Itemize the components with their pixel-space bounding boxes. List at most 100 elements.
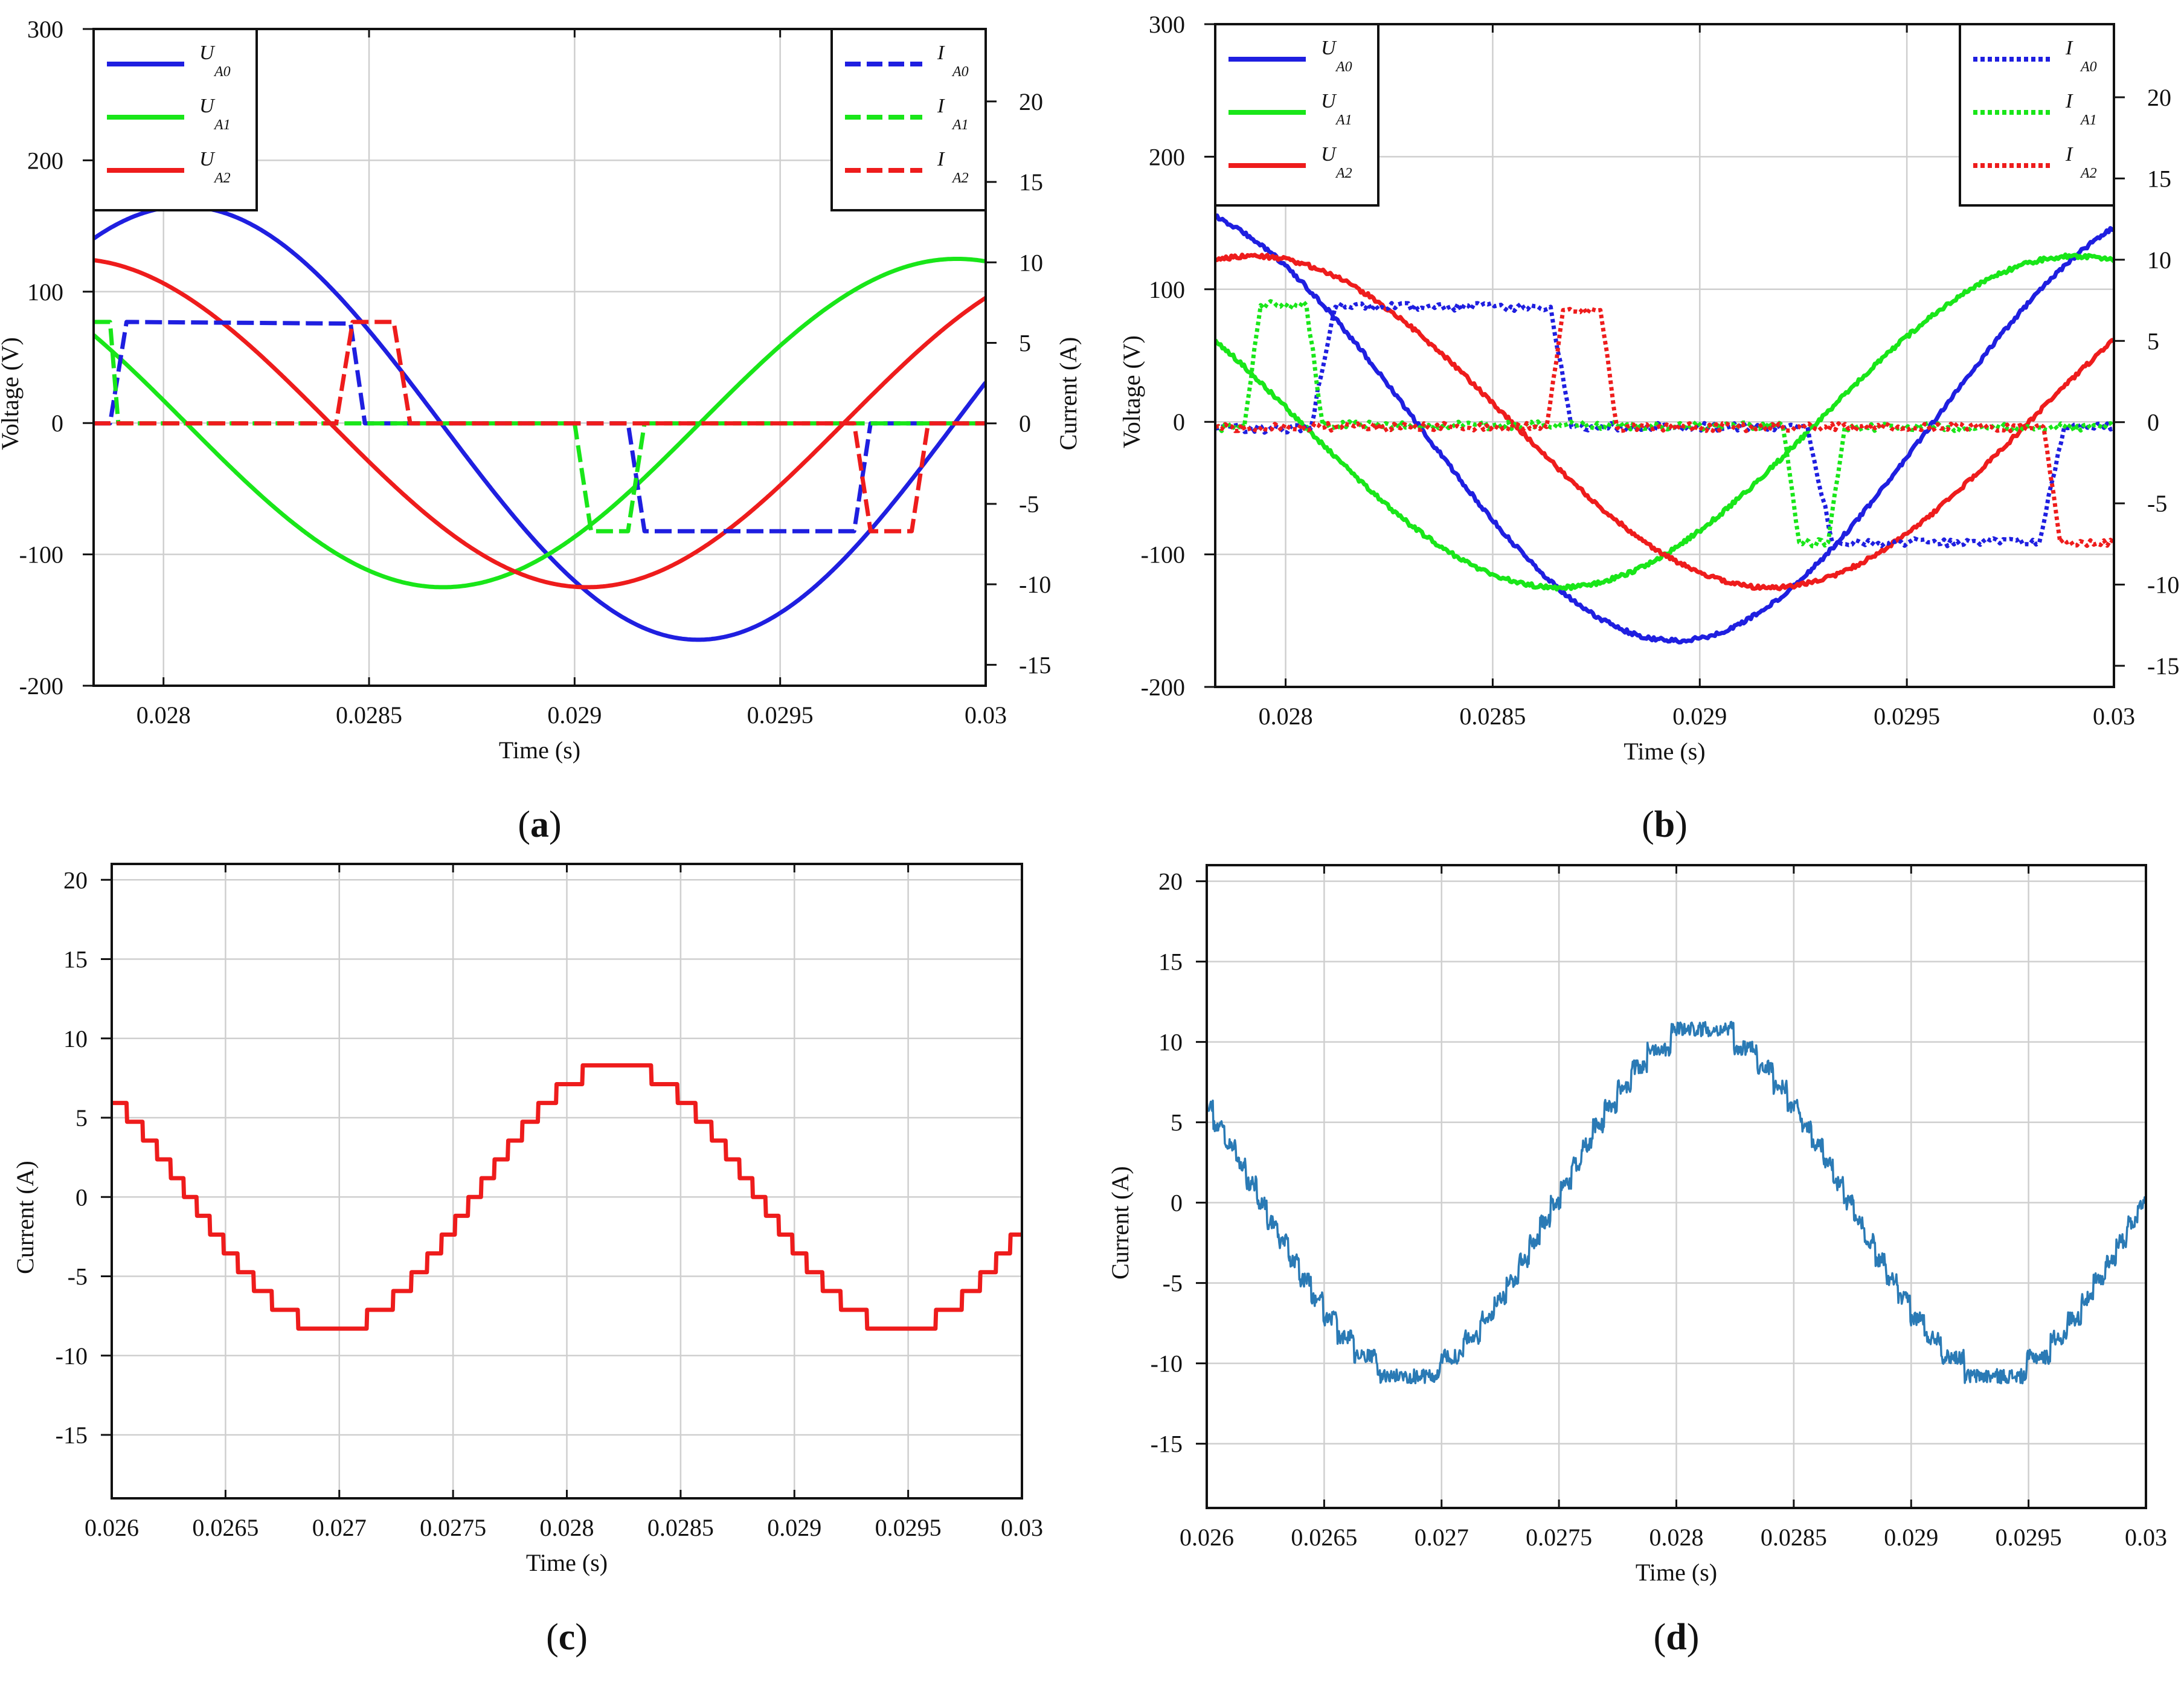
y-tick-label: -100 bbox=[19, 541, 63, 569]
x-tick-label: 0.027 bbox=[312, 1514, 367, 1541]
panel-label-open: ( bbox=[1642, 804, 1654, 845]
panel-label-open: ( bbox=[518, 804, 530, 845]
panel-label-open: ( bbox=[546, 1617, 559, 1658]
series-u-a0 bbox=[94, 204, 986, 642]
y2-tick-label: -15 bbox=[2147, 652, 2179, 680]
legend-label-sub: A0 bbox=[213, 64, 231, 80]
plot-area bbox=[1207, 1020, 2146, 1385]
x-tick-label: 0.028 bbox=[1649, 1524, 1704, 1551]
x-tick-label: 0.0275 bbox=[1526, 1524, 1592, 1551]
y-tick-label: -10 bbox=[1151, 1350, 1183, 1377]
y-tick-label: 200 bbox=[27, 147, 63, 174]
series-current bbox=[1207, 1020, 2146, 1385]
legend-label-main: U bbox=[1321, 90, 1337, 112]
legend-label-sub: A2 bbox=[1335, 166, 1352, 181]
y-tick-label: 15 bbox=[1158, 949, 1183, 976]
panel-label-close: ) bbox=[575, 1617, 588, 1658]
legend-label-sub: A1 bbox=[213, 117, 231, 133]
y2-tick-label: 15 bbox=[1019, 169, 1043, 196]
panel-label-letter: c bbox=[559, 1617, 576, 1658]
x-tick-label: 0.029 bbox=[547, 701, 602, 729]
y2-tick-label: -5 bbox=[1019, 491, 1039, 518]
legend-label-sub: A1 bbox=[1335, 112, 1352, 128]
x-tick-label: 0.0265 bbox=[192, 1514, 259, 1541]
y2-tick-label: 20 bbox=[2147, 84, 2171, 111]
y-tick-label: 100 bbox=[27, 279, 63, 306]
x-tick-label: 0.029 bbox=[1672, 703, 1727, 730]
y2-tick-label: 0 bbox=[1019, 410, 1031, 437]
y-axis-label: Current (A) bbox=[1106, 1166, 1134, 1280]
legend-label-main: I bbox=[2065, 143, 2073, 166]
y-tick-label: -5 bbox=[1163, 1270, 1183, 1297]
y2-tick-label: -10 bbox=[1019, 571, 1051, 598]
panel-c: 0.026 0.0265 0.027 0.0275 0.028 0.0285 0.029 0.… bbox=[11, 863, 1043, 1658]
y2-tick-label: 0 bbox=[2147, 409, 2159, 436]
y-tick-label: 5 bbox=[75, 1104, 88, 1132]
x-tick-label: 0.0285 bbox=[336, 701, 402, 729]
y-tick-label: 20 bbox=[63, 866, 88, 894]
x-tick-label: 0.026 bbox=[1180, 1524, 1234, 1551]
x-tick-label: 0.0295 bbox=[1996, 1524, 2062, 1551]
y2-axis-label: Current (A) bbox=[1055, 337, 1082, 451]
y-tick-label: 20 bbox=[1158, 868, 1183, 895]
x-tick-label: 0.03 bbox=[965, 701, 1007, 729]
legend-label-main: U bbox=[1321, 37, 1337, 59]
y2-tick-label: -10 bbox=[2147, 572, 2179, 599]
legend-label-sub: A2 bbox=[213, 170, 231, 186]
panel-label-close: ) bbox=[549, 804, 562, 845]
y-axis-label: Voltage (V) bbox=[0, 337, 24, 450]
panel-label-close: ) bbox=[1687, 1617, 1700, 1658]
y2-tick-label: 10 bbox=[2147, 246, 2171, 274]
legend-label-main: U bbox=[1321, 143, 1337, 166]
y-tick-label: 200 bbox=[1149, 143, 1185, 170]
legend-label-sub: A1 bbox=[2080, 112, 2097, 128]
legend-label-sub: A1 bbox=[951, 117, 969, 133]
x-tick-label: 0.029 bbox=[1884, 1524, 1938, 1551]
panel-label: (a) bbox=[518, 804, 561, 845]
x-tick-label: 0.028 bbox=[136, 701, 191, 729]
y-tick-label: -10 bbox=[56, 1342, 88, 1370]
series-u-a2 bbox=[94, 258, 986, 590]
panel-label: (b) bbox=[1642, 804, 1688, 845]
grid bbox=[111, 864, 1023, 1498]
y-axis-label: Current (A) bbox=[11, 1161, 39, 1274]
x-tick-label: 0.029 bbox=[767, 1514, 821, 1541]
legend-label-main: U bbox=[199, 148, 216, 170]
y-tick-label: -200 bbox=[19, 672, 63, 700]
series-i-a0 bbox=[1215, 301, 2114, 549]
panel-label-letter: b bbox=[1654, 804, 1675, 845]
panel-d: 0.026 0.0265 0.027 0.0275 0.028 0.0285 0.029 0.… bbox=[1106, 864, 2167, 1658]
series-current bbox=[112, 1063, 1022, 1331]
legend-label-main: U bbox=[199, 95, 216, 117]
panel-b: 0.028 0.0285 0.029 0.0295 0.03-200-100010020… bbox=[1118, 11, 2184, 845]
y-tick-label: 300 bbox=[1149, 11, 1185, 38]
x-tick-label: 0.03 bbox=[1001, 1514, 1043, 1541]
x-axis-label: Time (s) bbox=[1624, 738, 1705, 765]
legend-label-main: U bbox=[199, 42, 216, 64]
y2-tick-label: 15 bbox=[2147, 165, 2171, 192]
x-tick-label: 0.03 bbox=[2125, 1524, 2167, 1551]
y-tick-label: 100 bbox=[1149, 276, 1185, 303]
y-tick-label: 0 bbox=[75, 1184, 88, 1211]
x-tick-label: 0.0285 bbox=[1459, 703, 1526, 730]
y-tick-label: -200 bbox=[1141, 674, 1185, 701]
x-tick-label: 0.0295 bbox=[875, 1514, 942, 1541]
legend-label-main: I bbox=[937, 148, 945, 170]
y-tick-label: 10 bbox=[1158, 1029, 1183, 1056]
legend-label-main: I bbox=[2065, 37, 2073, 59]
legend-label-main: I bbox=[937, 42, 945, 64]
plot-area bbox=[94, 204, 986, 642]
y-tick-label: 15 bbox=[63, 946, 88, 973]
panel-label-open: ( bbox=[1654, 1617, 1666, 1658]
panel-label-letter: d bbox=[1666, 1617, 1686, 1658]
y-axis-label: Voltage (V) bbox=[1118, 335, 1145, 448]
panel-label: (d) bbox=[1654, 1617, 1700, 1658]
x-tick-label: 0.03 bbox=[2093, 703, 2135, 730]
y2-axis-label: Current (A) bbox=[2183, 335, 2184, 449]
y-tick-label: 300 bbox=[27, 16, 63, 43]
y-tick-label: 0 bbox=[1173, 408, 1185, 436]
y-tick-label: 0 bbox=[51, 410, 63, 437]
x-tick-label: 0.0265 bbox=[1291, 1524, 1357, 1551]
x-tick-label: 0.026 bbox=[85, 1514, 139, 1541]
